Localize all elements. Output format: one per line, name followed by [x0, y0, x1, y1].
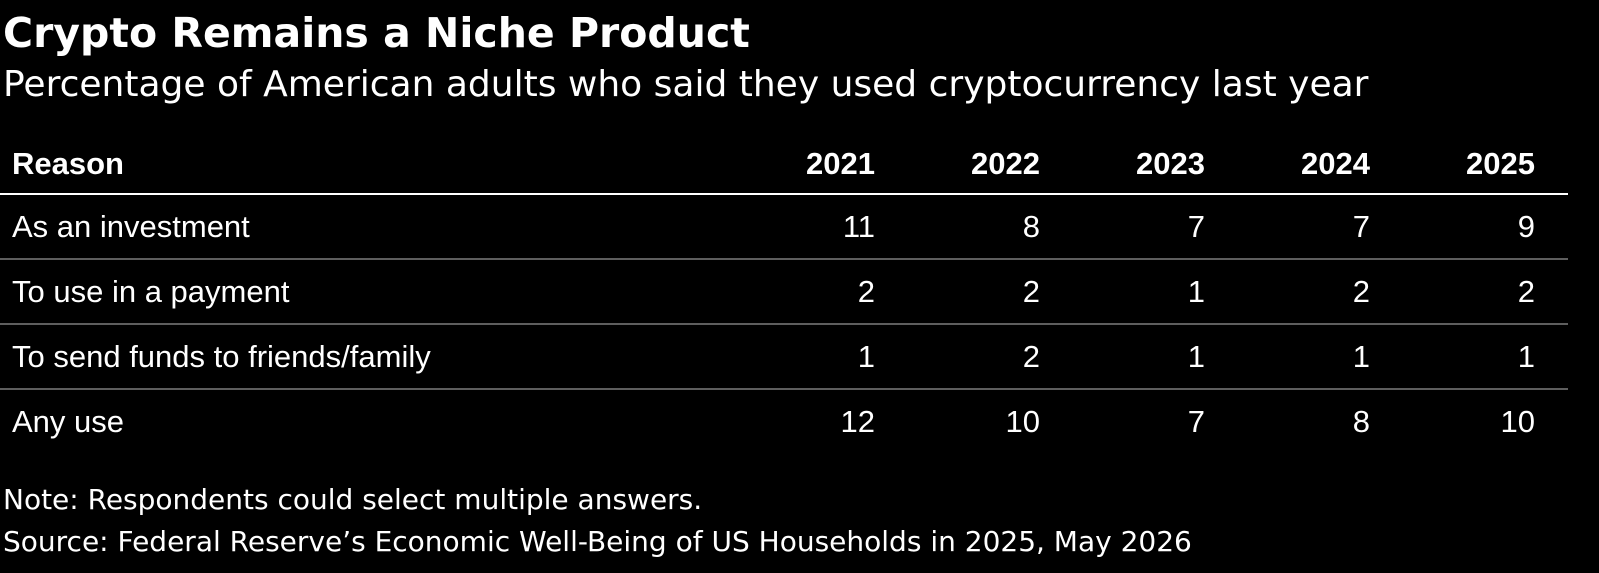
- table-header-row: Reason 2021 2022 2023 2024 2025: [0, 135, 1568, 195]
- column-header-reason: Reason: [0, 135, 708, 195]
- chart-note: Note: Respondents could select multiple …: [3, 483, 703, 516]
- table-row: To use in a payment 2 2 1 2 2: [0, 259, 1568, 325]
- table-cell: 10: [1005, 403, 1040, 439]
- table-cell: 1: [1073, 324, 1238, 390]
- column-header-2022: 2022: [908, 135, 1073, 195]
- table-cell: 8: [1352, 403, 1370, 439]
- table-cell: 7: [1238, 194, 1403, 260]
- table-cell: 1: [708, 324, 908, 390]
- table-cell: 2: [908, 324, 1073, 390]
- table-cell: 1: [1073, 259, 1238, 325]
- table-cell: 2: [708, 259, 908, 325]
- chart-source: Source: Federal Reserve’s Economic Well-…: [3, 525, 1192, 558]
- table-cell: 7: [1187, 403, 1205, 439]
- column-header-2023: 2023: [1073, 135, 1238, 195]
- table-row: To send funds to friends/family 1 2 1 1 …: [0, 324, 1568, 390]
- row-label: As an investment: [0, 194, 708, 260]
- table-cell: 11: [708, 194, 908, 260]
- table-cell: 2: [908, 259, 1073, 325]
- chart-title: Crypto Remains a Niche Product: [3, 9, 750, 57]
- column-header-2025: 2025: [1403, 135, 1568, 195]
- table-cell: 10: [1500, 403, 1535, 439]
- row-label: Any use: [12, 403, 125, 439]
- table-cell: 12: [840, 403, 875, 439]
- table-cell: 2: [1238, 259, 1403, 325]
- table-cell: 1: [1403, 324, 1568, 390]
- table-cell: 9: [1403, 194, 1568, 260]
- table-cell: 2: [1403, 259, 1568, 325]
- column-header-2024: 2024: [1238, 135, 1403, 195]
- row-label: To send funds to friends/family: [0, 324, 708, 390]
- data-table: Reason 2021 2022 2023 2024 2025 As an in…: [0, 135, 1568, 453]
- table-cell: 8: [908, 194, 1073, 260]
- row-label: To use in a payment: [0, 259, 708, 325]
- chart-subtitle: Percentage of American adults who said t…: [3, 64, 1369, 105]
- table-row: As an investment 11 8 7 7 9: [0, 194, 1568, 260]
- table-row: Any use 12 10 7 8 10: [0, 389, 1568, 453]
- column-header-2021: 2021: [708, 135, 908, 195]
- table-cell: 7: [1073, 194, 1238, 260]
- table-cell: 1: [1238, 324, 1403, 390]
